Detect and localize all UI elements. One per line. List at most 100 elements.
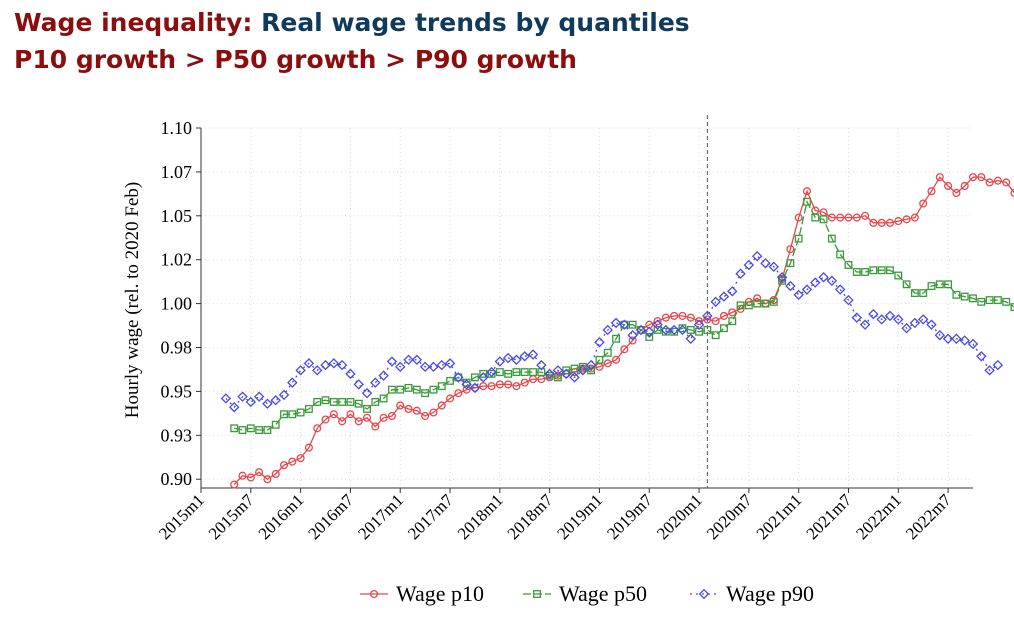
x-tick-label: 2015m1 bbox=[155, 490, 208, 543]
wage-p50-point bbox=[288, 410, 297, 419]
wage-p10-point bbox=[653, 317, 662, 326]
wage-p90-point bbox=[702, 310, 713, 322]
wage-p10-point bbox=[670, 311, 679, 320]
wage-p90-point bbox=[494, 356, 506, 367]
wage-p10-point bbox=[869, 218, 878, 227]
legend: Wage p10 Wage p50 Wage p90 bbox=[360, 581, 814, 606]
wage-p50-point bbox=[404, 383, 413, 392]
wage-p90-point bbox=[469, 382, 481, 394]
x-tick-label: 2018m1 bbox=[454, 490, 507, 543]
wage-p90-point bbox=[370, 377, 381, 388]
wage-p90-point bbox=[644, 326, 655, 337]
wage-p90-point bbox=[478, 372, 489, 383]
wage-p90-point bbox=[361, 387, 373, 399]
wage-p50-point bbox=[620, 320, 629, 329]
wage-p90-point bbox=[511, 354, 522, 366]
wage-p90-point bbox=[751, 250, 763, 262]
wage-p10-point bbox=[711, 317, 720, 326]
wage-p90-point bbox=[345, 368, 356, 380]
y-tick-label: 0.93 bbox=[161, 425, 193, 445]
wage-p50-point bbox=[446, 376, 454, 385]
wage-p10-point bbox=[1010, 188, 1014, 197]
wage-p10-point bbox=[246, 473, 255, 482]
y-tick-label: 0.95 bbox=[161, 381, 193, 401]
wage-p50-point bbox=[603, 348, 612, 357]
wage-p10-point bbox=[695, 317, 704, 326]
wage-p90-point bbox=[668, 324, 680, 336]
wage-p10-point bbox=[952, 188, 961, 198]
wage-p50-point bbox=[861, 268, 870, 276]
wage-p50-point bbox=[886, 266, 894, 275]
wage-p50-point bbox=[504, 369, 513, 378]
wage-p90-point bbox=[710, 296, 721, 308]
wage-p90-point bbox=[768, 261, 779, 272]
wage-p10-point bbox=[313, 424, 322, 433]
wage-p50-point bbox=[520, 368, 529, 377]
wage-p50-point bbox=[637, 326, 645, 334]
wage-p50-point bbox=[985, 296, 994, 305]
wage-p50-point bbox=[711, 331, 720, 340]
wage-p50-point bbox=[578, 362, 587, 371]
legend-marker-wage-p90 bbox=[698, 588, 710, 600]
wage-p90-point bbox=[610, 317, 622, 329]
wage-p50-point bbox=[969, 294, 977, 303]
wage-p90-point bbox=[228, 402, 240, 413]
y-tick-label: 0.90 bbox=[161, 469, 193, 489]
wage-p50-point bbox=[761, 299, 770, 308]
wage-p50-point bbox=[819, 215, 828, 224]
wage-p10-point bbox=[421, 411, 430, 421]
wage-p10-point bbox=[479, 382, 488, 391]
wage-p50-point bbox=[529, 368, 537, 377]
wage-p10-point bbox=[520, 378, 529, 387]
wage-p10-point bbox=[686, 313, 695, 322]
wage-p50-point bbox=[736, 301, 745, 310]
wage-p10-point bbox=[977, 173, 986, 182]
x-tick-label: 2017m7 bbox=[404, 490, 457, 543]
wage-p10-point bbox=[786, 245, 795, 254]
wage-p90-point bbox=[727, 286, 738, 297]
y-tick-label: 1.02 bbox=[161, 250, 193, 270]
wage-p50-point bbox=[944, 280, 953, 289]
wage-p50-point bbox=[280, 410, 288, 419]
wage-p10-point bbox=[678, 311, 687, 320]
wage-p50-point bbox=[935, 280, 944, 289]
wage-p90-point bbox=[976, 351, 987, 362]
wage-p10-point bbox=[844, 213, 853, 222]
wage-p90-point bbox=[303, 358, 315, 369]
legend-marker-wage-p10 bbox=[369, 589, 379, 599]
legend-label-wage-p10: Wage p10 bbox=[396, 581, 484, 606]
wage-p90-point bbox=[909, 317, 921, 329]
wage-p90-point bbox=[884, 310, 896, 322]
wage-p10-point bbox=[894, 217, 903, 226]
wage-p50-point bbox=[595, 355, 604, 364]
chart-subtitle: P10 growth > P50 growth > P90 growth bbox=[14, 45, 577, 74]
wage-p50-point bbox=[479, 369, 488, 378]
x-tick-label: 2021m7 bbox=[802, 490, 855, 543]
x-tick-label: 2016m1 bbox=[255, 490, 308, 543]
wage-p90-point bbox=[295, 365, 306, 376]
wage-p90-point bbox=[619, 319, 630, 330]
wage-p10-point bbox=[288, 457, 297, 466]
wage-p10-point bbox=[346, 410, 355, 419]
wage-p10-point bbox=[852, 213, 861, 222]
wage-p10-point bbox=[603, 359, 612, 368]
wage-p90-point bbox=[693, 319, 705, 330]
chart-title-part1: Wage inequality: bbox=[14, 8, 253, 37]
chart-title: Wage inequality: Real wage trends by qua… bbox=[14, 8, 690, 38]
x-tick-label: 2015m7 bbox=[205, 490, 258, 543]
wage-p90-point bbox=[843, 294, 854, 306]
wage-p90-point bbox=[278, 389, 290, 401]
wage-p50-point bbox=[304, 405, 313, 413]
wage-p50-series bbox=[230, 197, 1014, 434]
wage-p90-point bbox=[876, 314, 887, 325]
wage-p10-point bbox=[877, 218, 886, 227]
wage-p90-point bbox=[253, 391, 265, 402]
wage-p90-point bbox=[660, 324, 672, 336]
wage-p10-point bbox=[304, 443, 313, 452]
wage-p90-point bbox=[901, 322, 912, 334]
wage-p90-point bbox=[502, 352, 514, 364]
wage-p10-point bbox=[802, 187, 812, 196]
wage-p50-point bbox=[354, 399, 363, 408]
wage-p90-point bbox=[677, 324, 688, 336]
